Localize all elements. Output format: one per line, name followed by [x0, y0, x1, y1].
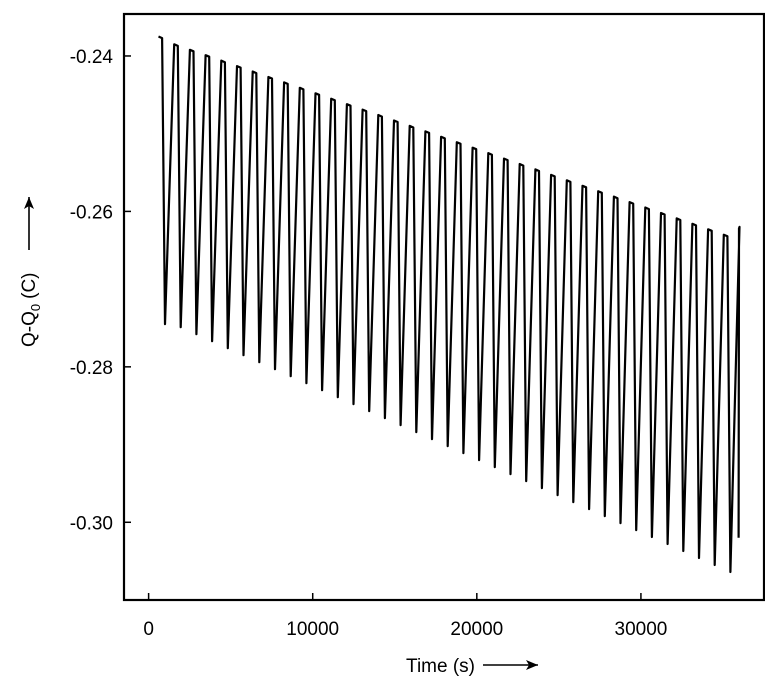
y-axis-ticks: -0.24 -0.26 -0.28 -0.30: [70, 47, 131, 534]
y-axis-label: Q-Q0 (C): [19, 272, 43, 347]
y-tick-label: -0.26: [70, 202, 113, 223]
x-tick-label: 20000: [450, 619, 503, 640]
x-axis-label: Time (s): [406, 656, 475, 677]
y-axis-title: Q-Q0 (C): [19, 197, 43, 347]
y-axis-arrow-head: [24, 197, 34, 209]
x-tick-label: 0: [143, 619, 154, 640]
y-tick-label: -0.30: [70, 513, 113, 534]
charge-signal-line: [158, 35, 741, 574]
x-axis-ticks: 0 10000 20000 30000: [143, 593, 667, 640]
y-axis-label-subscript: 0: [28, 304, 43, 311]
x-tick-label: 10000: [286, 619, 339, 640]
y-axis-label-unit: (C): [19, 272, 40, 298]
plot-frame: [122, 12, 765, 602]
y-tick-label: -0.24: [70, 47, 114, 68]
x-tick-label: 30000: [615, 619, 668, 640]
y-tick-label: -0.28: [70, 358, 113, 379]
x-axis-arrow-head: [526, 660, 538, 670]
y-axis-label-main: Q-Q: [19, 311, 40, 347]
x-axis-title: Time (s): [406, 656, 538, 677]
